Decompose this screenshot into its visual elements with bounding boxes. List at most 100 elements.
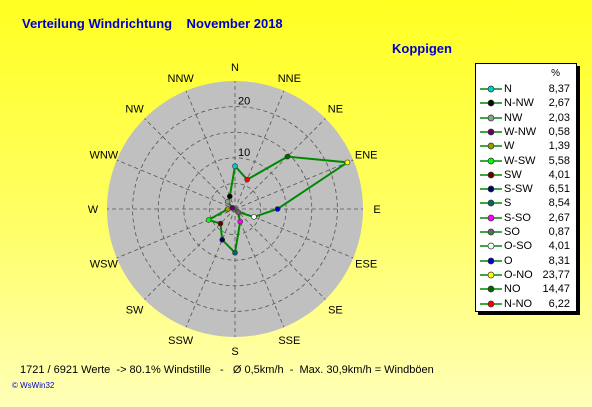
legend-label: O-SO xyxy=(504,240,533,253)
data-point-ene xyxy=(344,159,351,166)
grid-spoke xyxy=(144,118,236,210)
grid-spoke xyxy=(234,90,285,210)
direction-label: NNE xyxy=(278,73,301,85)
legend-item: NW 2,03 xyxy=(476,111,576,125)
legend-value: 8,54 xyxy=(548,197,570,210)
legend-value: 2,03 xyxy=(548,111,570,124)
legend-label: N-NO xyxy=(504,297,533,310)
software-credit: © WsWin32 xyxy=(12,381,55,390)
legend-item: O-NO 23,77 xyxy=(476,268,576,282)
legend-item: N-NW 2,67 xyxy=(476,96,576,110)
legend-item: N-NO 6,22 xyxy=(476,297,576,311)
direction-label: W xyxy=(88,204,99,216)
legend-item: W 1,39 xyxy=(476,139,576,153)
legend: % N 8,37 N-NW 2,67 NW 2,03 W-NW 0,58 W 1,39 W-SW 5,… xyxy=(475,63,577,312)
legend-marker-icon xyxy=(480,85,502,93)
direction-label: ESE xyxy=(355,258,377,270)
legend-label: W-NW xyxy=(504,125,537,138)
grid-spoke xyxy=(234,159,354,210)
legend-label: W xyxy=(504,140,515,153)
legend-value: 1,39 xyxy=(548,140,570,153)
radial-tick-label: 10 xyxy=(238,147,250,159)
legend-marker-icon xyxy=(480,257,502,264)
direction-label: ENE xyxy=(355,150,378,162)
grid-spoke xyxy=(234,118,326,210)
legend-item: W-NW 0,58 xyxy=(476,125,576,139)
statistics-footer: 1721 / 6921 Werte -> 80.1% Windstille - … xyxy=(20,364,434,376)
legend-marker-icon xyxy=(480,171,502,179)
legend-item: N 8,37 xyxy=(476,82,576,96)
legend-label: NO xyxy=(504,283,521,296)
legend-marker-icon xyxy=(480,300,502,307)
legend-value: 14,47 xyxy=(542,283,570,296)
grid-ring xyxy=(132,106,338,312)
data-point-ese xyxy=(251,214,257,220)
legend-item: NO 14,47 xyxy=(476,282,576,296)
legend-value: 5,58 xyxy=(548,154,570,167)
direction-label: S xyxy=(231,346,238,358)
direction-label: NW xyxy=(125,104,144,116)
wind-distribution-points xyxy=(205,153,351,256)
data-point-ssw xyxy=(219,236,226,243)
legend-marker-icon xyxy=(480,157,502,164)
direction-label: N xyxy=(231,62,239,74)
direction-label: E xyxy=(373,204,380,216)
legend-value: 2,67 xyxy=(548,97,570,110)
legend-marker-icon xyxy=(480,214,502,222)
legend-marker-icon xyxy=(480,142,502,150)
grid-ring xyxy=(157,131,313,287)
legend-marker-icon xyxy=(480,99,502,107)
data-point-se xyxy=(235,209,241,215)
direction-label: SW xyxy=(126,304,144,316)
legend-value: 6,51 xyxy=(548,183,570,196)
legend-item: O-SO 4,01 xyxy=(476,239,576,253)
legend-value: 2,67 xyxy=(548,211,570,224)
legend-label: SW xyxy=(504,168,522,181)
data-point-wnw xyxy=(229,205,236,211)
grid-spoke xyxy=(185,90,236,210)
legend-label: S xyxy=(504,197,512,210)
legend-label: S-SW xyxy=(504,183,533,196)
legend-item: SO 0,87 xyxy=(476,225,576,239)
legend-marker-icon xyxy=(480,128,502,136)
legend-value: 4,01 xyxy=(548,240,570,253)
data-point-n xyxy=(232,163,238,169)
grid-spoke xyxy=(234,208,326,300)
legend-marker-icon xyxy=(480,200,502,207)
data-point-wsw xyxy=(205,217,212,223)
legend-label: O xyxy=(504,254,513,267)
legend-marker-icon xyxy=(480,114,502,121)
data-point-sw xyxy=(217,220,224,227)
legend-label: O-NO xyxy=(504,268,533,281)
legend-unit: % xyxy=(551,68,560,79)
direction-label: WNW xyxy=(89,150,118,162)
legend-item: W-SW 5,58 xyxy=(476,154,576,168)
direction-label: NE xyxy=(328,104,343,116)
legend-label: N-NW xyxy=(504,97,534,110)
legend-marker-icon xyxy=(480,242,502,250)
grid-spoke xyxy=(185,208,236,328)
direction-label: SSE xyxy=(278,335,300,347)
legend-label: N xyxy=(504,83,512,95)
legend-value: 4,01 xyxy=(548,168,570,181)
data-point-nne xyxy=(244,176,250,183)
legend-value: 8,31 xyxy=(548,254,570,267)
direction-label: SE xyxy=(328,304,343,316)
legend-label: S-SO xyxy=(504,211,531,224)
data-point-nw xyxy=(224,198,231,205)
legend-item: S-SO 2,67 xyxy=(476,211,576,225)
legend-marker-icon xyxy=(480,285,502,293)
chart-title: Verteilung Windrichtung November 2018 xyxy=(22,16,283,31)
legend-value: 8,37 xyxy=(548,83,570,95)
legend-value: 23,77 xyxy=(542,268,570,281)
legend-label: NW xyxy=(504,111,523,124)
rose-radial-ticks: 10 20 xyxy=(238,96,250,159)
legend-marker-icon xyxy=(480,228,502,236)
direction-label: NNW xyxy=(168,73,195,85)
legend-item: SW 4,01 xyxy=(476,168,576,182)
legend-marker-icon xyxy=(480,185,502,193)
data-point-s xyxy=(232,249,238,256)
direction-label: SSW xyxy=(168,335,194,347)
grid-spoke xyxy=(234,208,285,328)
